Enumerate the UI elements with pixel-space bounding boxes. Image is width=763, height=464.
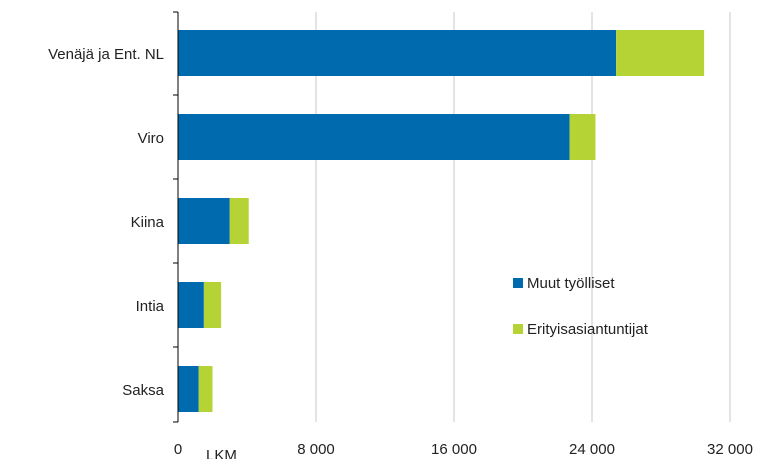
x-tick-label-2: 16 000: [431, 441, 477, 458]
legend-swatch-0: [513, 278, 523, 288]
category-label-0: Venäjä ja Ent. NL: [48, 46, 164, 63]
bar-erityis-4: [199, 366, 213, 412]
bar-muut-2: [178, 198, 230, 244]
category-label-1: Viro: [138, 130, 164, 147]
legend: Muut työlliset Erityisasiantuntijat: [513, 275, 649, 338]
category-label-4: Saksa: [122, 382, 164, 399]
bar-muut-0: [178, 30, 616, 76]
bar-muut-1: [178, 114, 570, 160]
x-tick-label-4: 32 000: [707, 441, 753, 458]
bar-erityis-0: [616, 30, 704, 76]
axes: Venäjä ja Ent. NL Viro Kiina Intia Saksa 0 8 0…: [48, 12, 753, 458]
legend-label-1: Erityisasiantuntijat: [527, 321, 649, 338]
category-label-3: Intia: [136, 298, 165, 315]
x-tick-label-3: 24 000: [569, 441, 615, 458]
bar-erityis-1: [570, 114, 596, 160]
legend-swatch-1: [513, 324, 523, 334]
bars: [178, 30, 704, 412]
x-axis-title: LKM: [206, 447, 237, 459]
category-label-2: Kiina: [131, 214, 165, 231]
x-tick-label-1: 8 000: [297, 441, 335, 458]
bar-muut-4: [178, 366, 199, 412]
bar-muut-3: [178, 282, 204, 328]
x-tick-label-0: 0: [174, 441, 182, 458]
legend-label-0: Muut työlliset: [527, 275, 615, 292]
bar-erityis-2: [230, 198, 249, 244]
bar-erityis-3: [204, 282, 221, 328]
